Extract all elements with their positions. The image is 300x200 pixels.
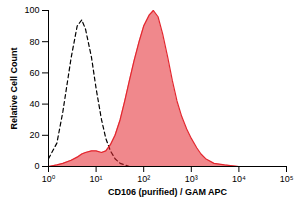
svg-text:10³: 10³ (185, 174, 198, 184)
svg-text:60: 60 (29, 68, 39, 78)
svg-text:0: 0 (34, 161, 39, 171)
svg-text:CD106 (purified) / GAM APC: CD106 (purified) / GAM APC (108, 187, 228, 197)
svg-text:10⁰: 10⁰ (42, 174, 56, 184)
svg-text:80: 80 (29, 37, 39, 47)
svg-text:40: 40 (29, 99, 39, 109)
svg-text:10²: 10² (137, 174, 150, 184)
svg-text:10⁴: 10⁴ (232, 174, 246, 184)
svg-text:10⁵: 10⁵ (280, 174, 294, 184)
svg-text:Relative Cell Count: Relative Cell Count (9, 47, 19, 129)
svg-text:100: 100 (24, 5, 39, 15)
svg-text:20: 20 (29, 130, 39, 140)
svg-text:10¹: 10¹ (90, 174, 103, 184)
